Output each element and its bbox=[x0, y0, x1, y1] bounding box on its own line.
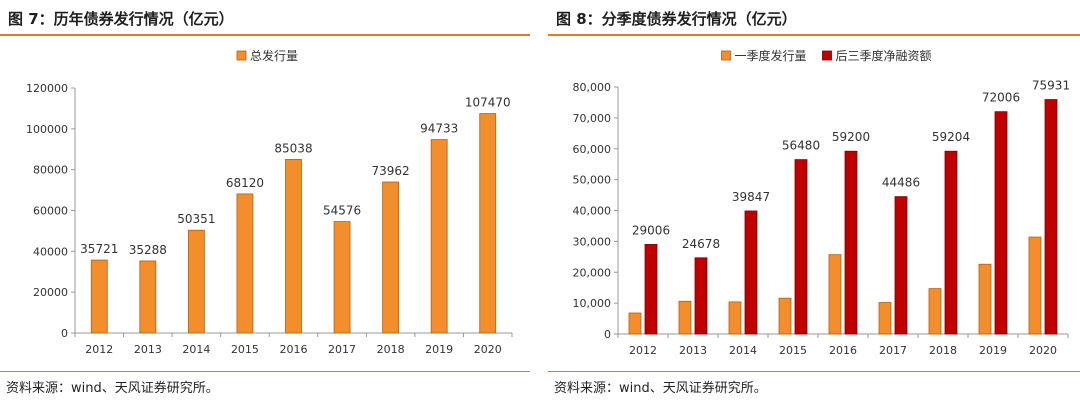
data-label: 24678 bbox=[682, 237, 720, 251]
data-label: 50351 bbox=[177, 212, 215, 226]
y-tick-label: 10,000 bbox=[573, 297, 612, 310]
data-label: 29006 bbox=[632, 223, 670, 237]
y-tick-label: 20,000 bbox=[573, 266, 612, 279]
data-label: 107470 bbox=[465, 96, 511, 110]
data-label: 75931 bbox=[1032, 79, 1070, 93]
right-bar-chart: 0 10,000 20,000 30,000 40,000 50,000 60,000 70,… bbox=[573, 48, 1071, 357]
data-label: 94733 bbox=[420, 122, 458, 136]
right-title-rule bbox=[548, 34, 1080, 36]
x-tick-label: 2013 bbox=[679, 344, 707, 357]
bar-primary bbox=[628, 312, 642, 335]
bar-primary bbox=[978, 263, 992, 335]
x-tick-label: 2018 bbox=[929, 344, 957, 357]
legend-swatch bbox=[822, 50, 832, 61]
data-label: 35288 bbox=[129, 243, 167, 257]
y-tick-label: 40,000 bbox=[573, 205, 612, 218]
left-source-rule bbox=[0, 371, 530, 372]
bar-primary bbox=[333, 221, 351, 334]
data-label: 54576 bbox=[323, 204, 361, 218]
data-label: 59204 bbox=[932, 130, 970, 144]
x-tick-label: 2012 bbox=[629, 344, 657, 357]
bar-secondary bbox=[694, 257, 708, 335]
data-label: 68120 bbox=[226, 176, 264, 190]
x-tick-label: 2018 bbox=[377, 343, 405, 356]
data-label: 44486 bbox=[882, 176, 920, 190]
data-label: 59200 bbox=[832, 130, 870, 144]
x-tick-label: 2015 bbox=[231, 343, 259, 356]
data-label: 72006 bbox=[982, 91, 1020, 105]
bar-secondary bbox=[844, 150, 858, 335]
x-tick-label: 2014 bbox=[182, 343, 210, 356]
bar-primary bbox=[928, 288, 942, 335]
bar-primary bbox=[728, 301, 742, 335]
bar-secondary bbox=[744, 210, 758, 335]
y-tick-label: 0 bbox=[61, 327, 68, 340]
bar-primary bbox=[878, 302, 892, 335]
x-tick-label: 2020 bbox=[474, 343, 502, 356]
y-tick-label: 100000 bbox=[26, 123, 68, 136]
right-chart-title: 图 8：分季度债券发行情况（亿元） bbox=[556, 10, 797, 28]
data-label: 56480 bbox=[782, 139, 820, 153]
left-chart-title: 图 7：历年债券发行情况（亿元） bbox=[8, 10, 234, 28]
y-tick-label: 80,000 bbox=[573, 81, 612, 94]
left-source-note: 资料来源：wind、天风证券研究所。 bbox=[6, 381, 219, 396]
legend-label: 总发行量 bbox=[250, 48, 298, 63]
bar-primary bbox=[828, 254, 842, 335]
y-tick-label: 80000 bbox=[33, 164, 68, 177]
bar-secondary bbox=[944, 150, 958, 335]
legend-label: 一季度发行量 bbox=[735, 48, 807, 63]
bar-primary bbox=[187, 229, 205, 334]
bar-primary bbox=[90, 259, 108, 334]
legend-swatch bbox=[236, 50, 247, 61]
x-tick-label: 2013 bbox=[134, 343, 162, 356]
bar-secondary bbox=[794, 159, 808, 335]
y-tick-label: 50,000 bbox=[573, 174, 612, 187]
bar-primary bbox=[678, 300, 692, 335]
y-tick-label: 70,000 bbox=[573, 112, 612, 125]
right-source-rule bbox=[548, 371, 1080, 372]
x-tick-label: 2016 bbox=[829, 344, 857, 357]
y-tick-label: 120000 bbox=[26, 82, 68, 95]
x-tick-label: 2016 bbox=[280, 343, 308, 356]
y-tick-label: 60000 bbox=[33, 205, 68, 218]
bar-primary bbox=[479, 113, 497, 334]
data-label: 35721 bbox=[80, 242, 118, 256]
y-tick-label: 40000 bbox=[33, 245, 68, 258]
bar-secondary bbox=[644, 244, 658, 335]
data-label: 85038 bbox=[274, 141, 312, 155]
data-label: 39847 bbox=[732, 190, 770, 204]
right-source-note: 资料来源：wind、天风证券研究所。 bbox=[554, 381, 767, 396]
x-tick-label: 2019 bbox=[979, 344, 1007, 357]
y-tick-label: 0 bbox=[604, 328, 611, 341]
x-tick-label: 2019 bbox=[425, 343, 453, 356]
legend-swatch bbox=[721, 50, 731, 61]
legend-label: 后三季度净融资额 bbox=[836, 48, 932, 63]
x-tick-label: 2014 bbox=[729, 344, 757, 357]
x-tick-label: 2017 bbox=[879, 344, 907, 357]
bar-secondary bbox=[994, 111, 1008, 335]
bar-primary bbox=[1028, 236, 1042, 335]
y-tick-label: 30,000 bbox=[573, 235, 612, 248]
bar-secondary bbox=[1044, 99, 1058, 335]
bar-primary bbox=[382, 181, 400, 334]
y-tick-label: 60,000 bbox=[573, 143, 612, 156]
x-tick-label: 2017 bbox=[328, 343, 356, 356]
bar-primary bbox=[139, 260, 157, 334]
bar-secondary bbox=[894, 196, 908, 335]
bar-primary bbox=[236, 193, 254, 334]
right-chart-panel: 图 8：分季度债券发行情况（亿元） 0 10,000 20,000 30,000 40,… bbox=[548, 0, 1080, 401]
left-bar-chart: 0 20000 40000 60000 80000 100000 120000 2012 357… bbox=[26, 48, 513, 356]
left-title-rule bbox=[0, 34, 530, 36]
bar-primary bbox=[285, 158, 302, 334]
bar-primary bbox=[778, 297, 792, 335]
y-tick-label: 20000 bbox=[33, 286, 68, 299]
x-tick-label: 2015 bbox=[779, 344, 807, 357]
x-tick-label: 2012 bbox=[85, 343, 113, 356]
data-label: 73962 bbox=[372, 164, 410, 178]
x-tick-label: 2020 bbox=[1029, 344, 1057, 357]
left-chart-panel: 图 7：历年债券发行情况（亿元） 0 20000 40000 60000 80000 10… bbox=[0, 0, 530, 401]
bar-primary bbox=[430, 139, 448, 334]
